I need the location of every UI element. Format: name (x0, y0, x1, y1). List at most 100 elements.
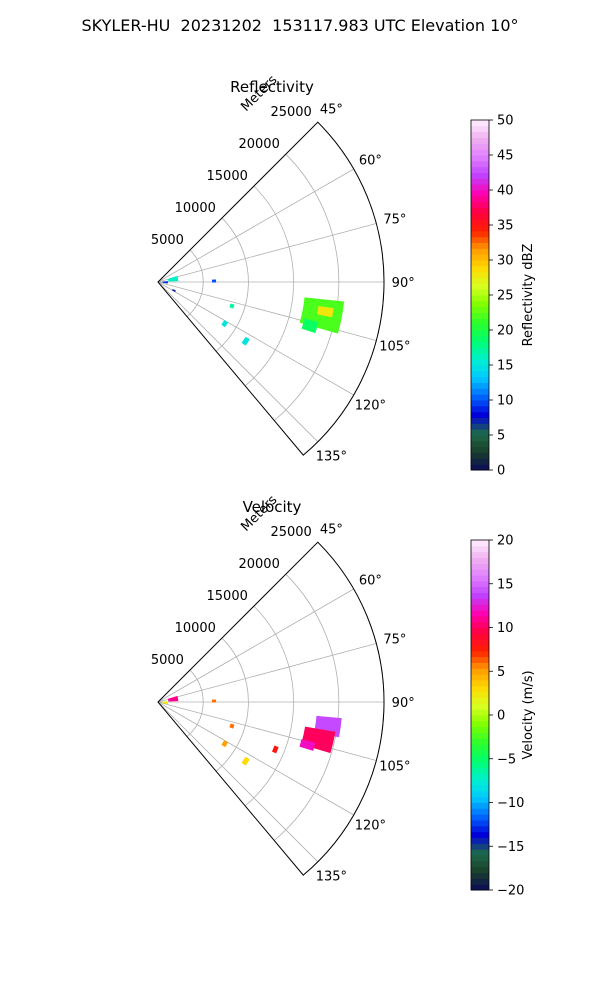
colorbar-band (471, 575, 489, 582)
colorbar-tick-label: 0 (497, 709, 505, 724)
colorbar-band (471, 569, 489, 576)
colorbar-band (471, 633, 489, 640)
echo-cell (317, 305, 334, 318)
colorbar-tick-label: 15 (497, 359, 514, 374)
colorbar-band (471, 400, 489, 407)
colorbar-band (471, 265, 489, 273)
colorbar-band (471, 388, 489, 395)
colorbar: 0 5 10 15 20 25 30 35 40 45 50 Reflectivity dBZ (470, 114, 536, 479)
colorbar-band (471, 225, 489, 232)
azimuth-spoke (157, 281, 377, 341)
colorbar-tick-label: 5 (497, 665, 505, 680)
colorbar-band (471, 382, 489, 389)
azimuth-tick-label: 135° (316, 869, 347, 884)
colorbar-band (471, 843, 489, 850)
colorbar-band (471, 318, 489, 325)
colorbar-band (471, 621, 489, 628)
colorbar-band (471, 312, 489, 319)
colorbar-band (471, 405, 489, 413)
range-ring (186, 249, 204, 317)
colorbar-band (471, 295, 489, 302)
colorbar-band (471, 598, 489, 605)
colorbar-band (471, 866, 489, 873)
echo-cell (271, 745, 279, 754)
echo-cell (241, 756, 250, 766)
colorbar-band (471, 417, 489, 424)
colorbar-band (471, 755, 489, 763)
colorbar-band (471, 394, 489, 401)
colorbar-band (471, 277, 489, 284)
range-ring (215, 217, 249, 352)
echo-cell (301, 318, 319, 334)
colorbar-tick-label: 15 (497, 577, 514, 592)
colorbar-band (471, 563, 489, 570)
range-ring (244, 605, 294, 807)
echo-cell (167, 695, 179, 702)
colorbar-tick-label: 30 (497, 254, 514, 269)
colorbar-band (471, 464, 489, 471)
colorbar-band (471, 685, 489, 693)
colorbar-band (471, 580, 489, 588)
colorbar-band (471, 604, 489, 611)
colorbar-band (471, 300, 489, 308)
colorbar-band (471, 732, 489, 739)
azimuth-tick-label: 105° (379, 339, 410, 354)
colorbar-band (471, 884, 489, 891)
colorbar-band (471, 376, 489, 383)
range-tick-label: 15000 (207, 589, 248, 604)
grid (157, 121, 385, 456)
colorbar-band (471, 423, 489, 430)
colorbar-tick-label: 10 (497, 621, 514, 636)
range-tick-label: 10000 (175, 201, 216, 216)
range-ring (244, 185, 294, 387)
colorbar-band (471, 872, 489, 879)
colorbar-band (471, 860, 489, 868)
colorbar-band (471, 190, 489, 197)
azimuth-tick-label: 105° (379, 759, 410, 774)
range-tick-label: 20000 (238, 137, 279, 152)
colorbar-band (471, 691, 489, 698)
colorbar-band (471, 155, 489, 162)
colorbar-band (471, 645, 489, 652)
colorbar-band (471, 697, 489, 704)
azimuth-tick-label: 120° (355, 819, 386, 834)
colorbar-band (471, 627, 489, 634)
colorbar-band (471, 120, 489, 127)
colorbar-band (471, 744, 489, 751)
azimuth-spoke (157, 223, 377, 283)
range-ring (186, 669, 204, 737)
echo-cell (241, 336, 250, 346)
colorbar-band (471, 878, 489, 885)
azimuth-tick-label: 75° (383, 633, 406, 648)
colorbar-tick-label: 20 (497, 324, 514, 339)
colorbar-band (471, 440, 489, 448)
azimuth-spoke (157, 701, 319, 863)
colorbar-band (471, 709, 489, 716)
colorbar-band (471, 662, 489, 669)
colorbar-band (471, 365, 489, 372)
colorbar-band (471, 761, 489, 768)
colorbar-tick-label: 40 (497, 184, 514, 199)
echo-cell (229, 303, 235, 309)
figure-title: SKYLER-HU 20231202 153117.983 UTC Elevat… (81, 16, 519, 35)
colorbar-band (471, 779, 489, 786)
sector-outline (157, 121, 385, 456)
echo-cell (221, 320, 229, 328)
colorbar-band (471, 131, 489, 138)
colorbar-tick-label: 45 (497, 149, 514, 164)
colorbar-band (471, 802, 489, 809)
colorbar-band (471, 411, 489, 418)
colorbar-band (471, 551, 489, 558)
azimuth-spoke (157, 281, 319, 443)
colorbar-band (471, 271, 489, 278)
colorbar-band (471, 785, 489, 792)
range-ring (273, 573, 340, 841)
colorbar-band (471, 219, 489, 226)
colorbar-band (471, 452, 489, 459)
colorbar-band (471, 195, 489, 203)
range-tick-label: 5000 (151, 233, 184, 248)
colorbar-band (471, 166, 489, 173)
panel-title: Reflectivity (230, 78, 314, 96)
colorbar-band (471, 143, 489, 150)
colorbar-band (471, 656, 489, 663)
